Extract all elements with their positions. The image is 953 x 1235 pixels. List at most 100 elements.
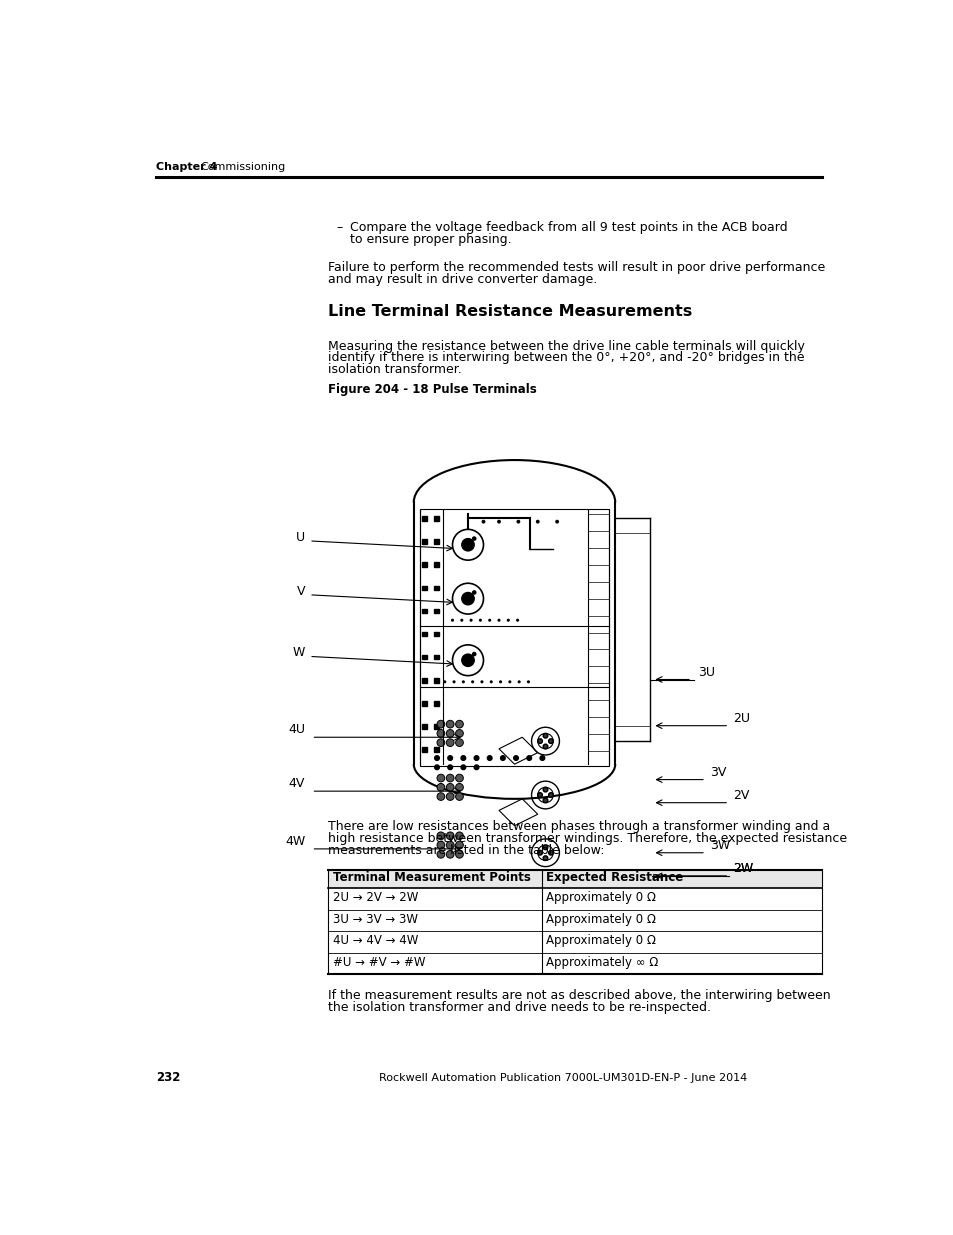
Circle shape	[446, 720, 454, 727]
Circle shape	[456, 730, 463, 737]
Circle shape	[436, 832, 444, 840]
Circle shape	[436, 720, 444, 727]
Circle shape	[436, 793, 444, 800]
Text: 2V: 2V	[732, 789, 749, 802]
Circle shape	[500, 756, 505, 761]
Circle shape	[456, 774, 463, 782]
Circle shape	[488, 619, 491, 621]
Circle shape	[460, 756, 465, 761]
Circle shape	[537, 851, 542, 855]
Circle shape	[436, 851, 444, 858]
Circle shape	[478, 619, 481, 621]
Circle shape	[497, 520, 500, 524]
Bar	[422, 724, 427, 729]
Text: Compare the voltage feedback from all 9 test points in the ACB board: Compare the voltage feedback from all 9 …	[350, 221, 787, 235]
Circle shape	[436, 841, 444, 848]
Circle shape	[435, 764, 439, 769]
Circle shape	[498, 680, 501, 683]
Text: #U → #V → #W: #U → #V → #W	[333, 956, 425, 969]
Circle shape	[542, 734, 547, 739]
Text: 2U → 2V → 2W: 2U → 2V → 2W	[333, 892, 418, 904]
Circle shape	[497, 619, 500, 621]
Circle shape	[474, 764, 478, 769]
Bar	[434, 540, 438, 543]
Circle shape	[456, 793, 463, 800]
Circle shape	[516, 520, 519, 524]
Text: Failure to perform the recommended tests will result in poor drive performance: Failure to perform the recommended tests…	[328, 262, 825, 274]
Circle shape	[456, 720, 463, 727]
Circle shape	[461, 680, 464, 683]
Circle shape	[451, 619, 454, 621]
Bar	[434, 562, 438, 567]
Circle shape	[526, 680, 530, 683]
Circle shape	[456, 783, 463, 792]
Text: V: V	[296, 585, 305, 598]
Circle shape	[536, 520, 539, 524]
Circle shape	[469, 619, 472, 621]
Circle shape	[452, 680, 456, 683]
Text: 2W: 2W	[732, 862, 753, 876]
Text: Expected Resistance: Expected Resistance	[546, 871, 682, 884]
Bar	[422, 701, 427, 705]
Text: 232: 232	[155, 1072, 180, 1084]
Bar	[434, 701, 438, 705]
Text: 4U → 4V → 4W: 4U → 4V → 4W	[333, 935, 418, 947]
Circle shape	[471, 680, 474, 683]
Circle shape	[456, 851, 463, 858]
Circle shape	[548, 793, 553, 798]
Text: Terminal Measurement Points: Terminal Measurement Points	[333, 871, 531, 884]
Text: to ensure proper phasing.: to ensure proper phasing.	[350, 233, 512, 246]
Circle shape	[456, 739, 463, 746]
Circle shape	[542, 845, 547, 850]
Bar	[434, 747, 438, 752]
Bar	[422, 632, 427, 636]
Text: Approximately 0 Ω: Approximately 0 Ω	[546, 935, 656, 947]
Circle shape	[461, 593, 474, 605]
Circle shape	[537, 793, 542, 798]
Circle shape	[489, 680, 493, 683]
Bar	[422, 747, 427, 752]
Circle shape	[516, 619, 518, 621]
Bar	[434, 585, 438, 590]
Bar	[422, 655, 427, 659]
Circle shape	[474, 756, 478, 761]
Circle shape	[460, 764, 465, 769]
Text: high resistance between transformer windings. Therefore, the expected resistance: high resistance between transformer wind…	[328, 832, 846, 845]
Circle shape	[526, 756, 531, 761]
Text: W: W	[293, 646, 305, 659]
Circle shape	[548, 739, 553, 743]
Circle shape	[459, 619, 463, 621]
Circle shape	[548, 851, 553, 855]
Circle shape	[461, 655, 474, 667]
Text: If the measurement results are not as described above, the interwiring between: If the measurement results are not as de…	[328, 989, 830, 1002]
Bar	[422, 585, 427, 590]
Circle shape	[446, 832, 454, 840]
Bar	[422, 562, 427, 567]
Circle shape	[513, 756, 517, 761]
Circle shape	[481, 520, 485, 524]
Circle shape	[480, 680, 483, 683]
Text: –: –	[335, 221, 342, 235]
Bar	[434, 678, 438, 683]
Circle shape	[542, 787, 547, 792]
Bar	[434, 632, 438, 636]
Circle shape	[443, 680, 446, 683]
Text: 2W: 2W	[732, 862, 753, 876]
Text: Rockwell Automation Publication 7000L-UM301D-EN-P - June 2014: Rockwell Automation Publication 7000L-UM…	[378, 1073, 746, 1083]
Text: isolation transformer.: isolation transformer.	[328, 363, 462, 375]
Circle shape	[508, 680, 511, 683]
Circle shape	[506, 619, 509, 621]
Circle shape	[436, 783, 444, 792]
Text: 4V: 4V	[289, 777, 305, 790]
Circle shape	[446, 730, 454, 737]
Circle shape	[539, 756, 544, 761]
Circle shape	[446, 783, 454, 792]
Bar	[434, 724, 438, 729]
Text: There are low resistances between phases through a transformer winding and a: There are low resistances between phases…	[328, 820, 830, 832]
Text: 3V: 3V	[709, 766, 725, 779]
Circle shape	[537, 739, 542, 743]
Bar	[434, 516, 438, 521]
Circle shape	[446, 851, 454, 858]
Text: 3U: 3U	[698, 666, 715, 679]
Circle shape	[472, 590, 476, 595]
